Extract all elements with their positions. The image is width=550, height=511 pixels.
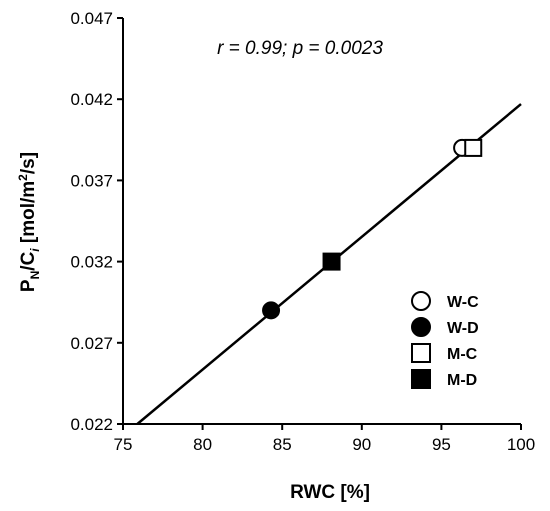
y-axis-title-unit-b: /s]	[18, 152, 39, 174]
y-ticks: 0.022 0.027 0.032 0.037 0.042 0.047	[70, 9, 123, 434]
y-tick-label: 0.047	[70, 9, 113, 28]
point-m-c	[464, 138, 483, 157]
y-tick-label: 0.022	[70, 415, 113, 434]
legend-marker-m-d	[411, 369, 431, 389]
x-axis-title: RWC [%]	[290, 482, 370, 503]
point-w-d	[262, 301, 281, 320]
y-axis-title-sup: 2	[16, 174, 30, 181]
x-tick-label: 100	[507, 435, 535, 454]
x-tick-label: 95	[432, 435, 451, 454]
legend-marker-m-c	[411, 343, 431, 363]
x-tick-label: 75	[114, 435, 133, 454]
y-tick-label: 0.027	[70, 334, 113, 353]
legend-label-m-d: M-D	[447, 372, 477, 389]
y-axis-title-sub1: N	[28, 271, 42, 280]
y-axis-title-base: P	[18, 279, 39, 292]
x-tick-label: 85	[273, 435, 292, 454]
y-axis-title: PN/Ci [mol/m2/s]	[16, 152, 42, 292]
legend-label-m-c: M-C	[447, 346, 478, 363]
x-ticks: 75 80 85 90 95 100	[114, 424, 535, 454]
y-axis-title-sub2: i	[28, 248, 42, 252]
y-tick-label: 0.032	[70, 253, 113, 272]
plot-axes	[122, 18, 521, 425]
x-tick-label: 80	[193, 435, 212, 454]
y-tick-label: 0.042	[70, 90, 113, 109]
correlation-annotation: r = 0.99; p = 0.0023	[217, 38, 383, 59]
data-points	[262, 138, 483, 320]
x-tick-label: 90	[352, 435, 371, 454]
y-tick-label: 0.037	[70, 171, 113, 190]
legend-marker-w-c	[411, 291, 431, 311]
y-axis-title-mid: /C	[18, 251, 39, 270]
y-axis-title-unit-a: [mol/m	[18, 181, 39, 249]
legend-label-w-d: W-D	[447, 320, 479, 337]
legend-label-w-c: W-C	[447, 294, 479, 311]
legend-marker-w-d	[411, 317, 431, 337]
legend: W-C W-D M-C M-D	[411, 291, 479, 389]
point-m-d	[322, 252, 341, 271]
